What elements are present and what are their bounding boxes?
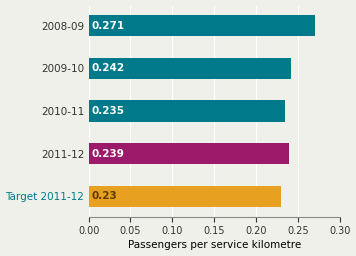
Text: 0.242: 0.242 bbox=[92, 63, 125, 73]
Bar bbox=[89, 15, 315, 36]
Bar bbox=[89, 58, 291, 79]
Text: 0.23: 0.23 bbox=[92, 191, 118, 201]
Text: 0.235: 0.235 bbox=[92, 106, 125, 116]
Text: 0.239: 0.239 bbox=[92, 149, 125, 159]
Bar bbox=[89, 143, 289, 164]
Bar bbox=[89, 186, 281, 207]
Bar bbox=[89, 100, 286, 122]
X-axis label: Passengers per service kilometre: Passengers per service kilometre bbox=[127, 240, 301, 250]
Text: 0.271: 0.271 bbox=[92, 21, 125, 31]
